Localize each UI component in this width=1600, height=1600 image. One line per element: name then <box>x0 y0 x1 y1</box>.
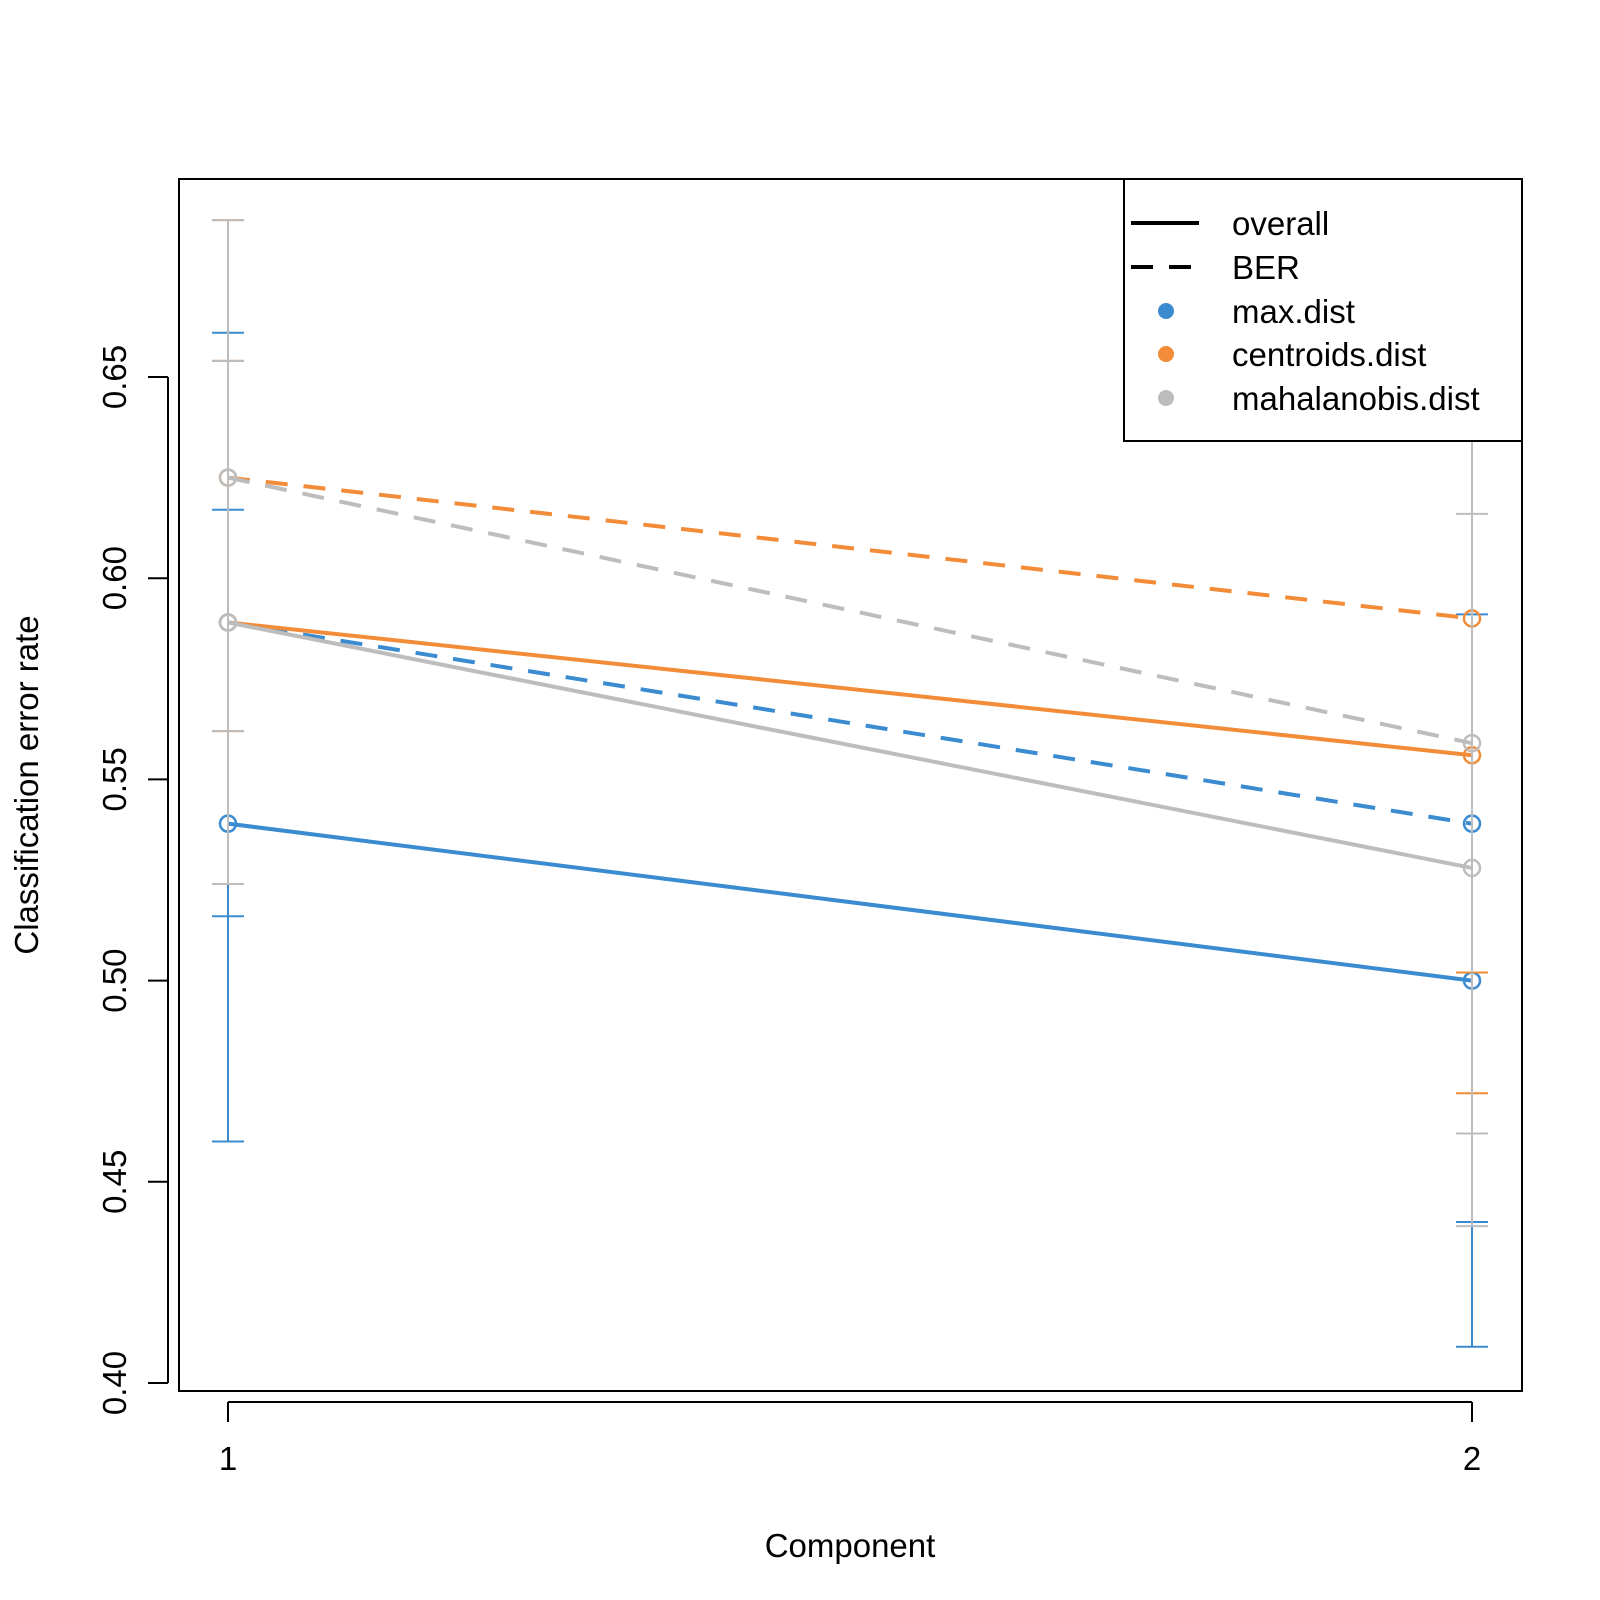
series-line <box>227 821 1473 983</box>
plot-area <box>212 219 1488 1348</box>
legend-swatch-mahalanobis-dist <box>1158 390 1174 406</box>
legend-label: centroids.dist <box>1232 336 1426 373</box>
data-point <box>1462 733 1482 753</box>
y-axis-title: Classification error rate <box>8 615 45 954</box>
y-tick-label: 0.60 <box>96 546 133 610</box>
x-axis-title: Component <box>765 1527 936 1564</box>
y-tick-label: 0.40 <box>96 1351 133 1415</box>
y-tick-label: 0.45 <box>96 1150 133 1214</box>
series-mahalanobis-dist-ber <box>212 219 1488 1135</box>
y-tick-label: 0.65 <box>96 345 133 409</box>
legend-swatch-centroids-dist <box>1158 346 1174 362</box>
legend: overall BER max.dist centroids.dist mahalano… <box>1123 178 1523 442</box>
legend-label: overall <box>1232 205 1329 242</box>
y-tick-label: 0.55 <box>96 747 133 811</box>
data-point <box>218 468 238 487</box>
series-line <box>227 475 1473 621</box>
legend-label: BER <box>1232 249 1300 286</box>
legend-swatch-max-dist <box>1158 303 1174 319</box>
series-line <box>227 620 1473 870</box>
y-tick-label: 0.50 <box>96 948 133 1012</box>
x-tick-label: 2 <box>1463 1440 1481 1477</box>
series-line <box>227 620 1473 826</box>
legend-label: max.dist <box>1232 293 1355 330</box>
y-axis: 0.40 0.45 0.50 0.55 0.60 0.65 <box>96 345 169 1415</box>
legend-label: mahalanobis.dist <box>1232 380 1480 417</box>
x-tick-label: 1 <box>219 1440 237 1477</box>
plot-frame <box>178 178 1523 1392</box>
series-line <box>227 620 1473 758</box>
